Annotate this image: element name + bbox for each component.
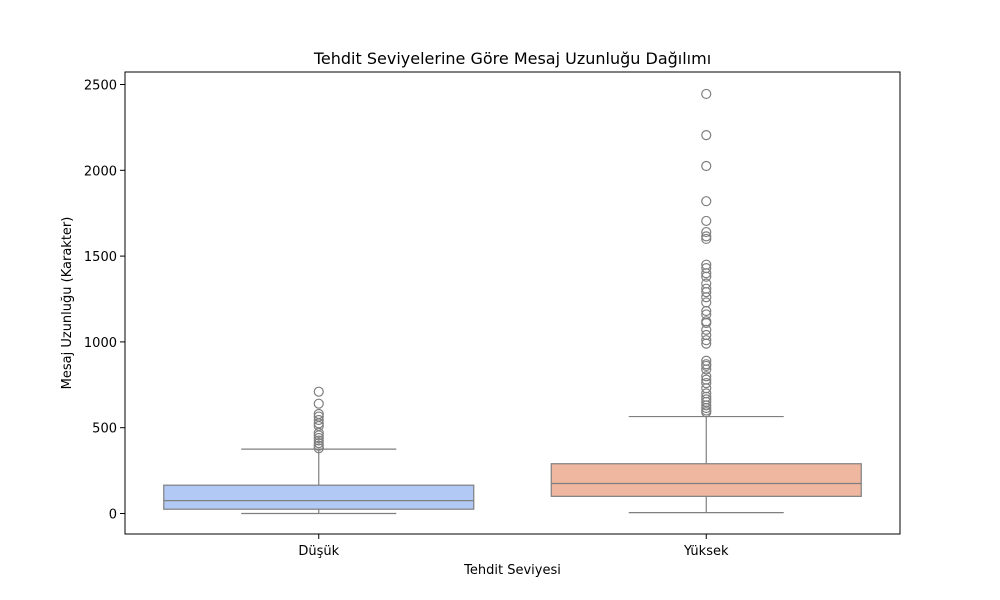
outlier-point — [701, 263, 712, 274]
outlier-point — [701, 371, 712, 382]
outlier-point — [313, 438, 324, 449]
outlier-point — [313, 411, 324, 422]
y-tick-label: 500 — [92, 422, 117, 437]
outlier-point — [701, 259, 712, 270]
outlier-point — [701, 226, 712, 238]
plot-frame — [124, 71, 901, 535]
iqr-box — [163, 484, 475, 510]
outlier-point — [313, 386, 324, 397]
x-axis-label: Tehdit Seviyesi — [463, 563, 561, 578]
y-tick-label: 2000 — [84, 164, 117, 179]
plot-area — [163, 88, 862, 515]
x-axis: Düşük Yüksek — [298, 534, 729, 559]
outlier-point — [701, 292, 712, 303]
outlier-point — [701, 359, 712, 370]
outlier-point — [313, 432, 324, 444]
outlier-point — [701, 297, 712, 308]
outlier-point — [701, 231, 712, 242]
y-tick-label: 0 — [109, 508, 117, 523]
outlier-point — [701, 388, 712, 399]
outlier-point — [701, 88, 712, 100]
outlier-point — [313, 435, 324, 446]
outlier-point — [701, 215, 712, 227]
outlier-point — [701, 283, 712, 294]
outlier-point — [701, 383, 712, 394]
outlier-point — [701, 394, 712, 405]
chart-title: Tehdit Seviyelerine Göre Mesaj Uzunluğu … — [313, 49, 711, 68]
outlier-point — [701, 355, 712, 366]
y-tick-label: 1500 — [84, 250, 117, 265]
y-axis-label: Mesaj Uzunluğu (Karakter) — [60, 217, 75, 390]
outlier-point — [701, 130, 712, 141]
outlier-point — [313, 440, 324, 451]
outlier-point — [701, 377, 712, 389]
outlier-point — [313, 443, 324, 454]
y-tick-label: 1000 — [84, 336, 117, 351]
x-tick-label: Yüksek — [683, 544, 729, 559]
x-tick-label: Düşük — [298, 544, 339, 559]
outlier-point — [701, 160, 712, 172]
box-yuksek — [550, 88, 862, 514]
outlier-point — [701, 309, 712, 320]
iqr-box — [550, 463, 862, 497]
outlier-point — [701, 374, 712, 385]
y-tick-label: 2500 — [84, 79, 117, 94]
outlier-point — [313, 408, 324, 420]
outlier-point — [701, 278, 712, 289]
outlier-point — [701, 335, 712, 346]
outlier-point — [701, 233, 712, 245]
y-axis: 0 500 1000 1500 2000 2500 — [84, 79, 125, 523]
outlier-point — [313, 414, 324, 426]
outlier-point — [701, 316, 712, 327]
outlier-point — [313, 398, 324, 409]
outlier-point — [701, 196, 712, 207]
outlier-point — [701, 329, 712, 341]
box-dusuk — [163, 386, 475, 515]
